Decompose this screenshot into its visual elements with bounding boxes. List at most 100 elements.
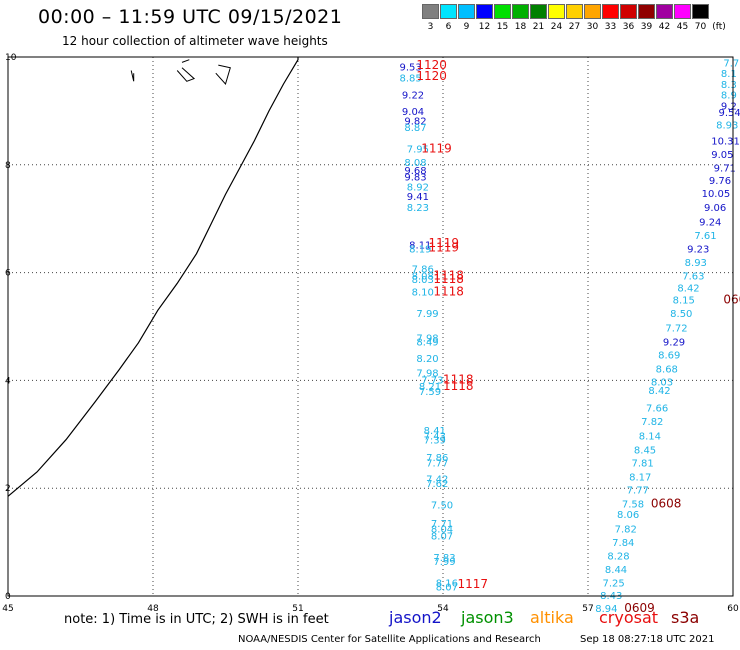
wave-height-label: 7.86	[426, 453, 448, 464]
wave-height-label: 8.3	[721, 80, 737, 91]
pass-time-label: 1118	[443, 379, 474, 393]
wave-height-label: 9.71	[714, 163, 736, 174]
wave-height-label: 7.77	[627, 485, 649, 496]
legend-item-cryosat: cryosat	[599, 608, 659, 627]
wave-height-label: 7.72	[665, 324, 687, 335]
legend-item-altika: altika	[530, 608, 574, 627]
island-outline	[130, 70, 135, 82]
wave-height-label: 8.9	[721, 91, 737, 102]
lat-tick-label: 10	[5, 53, 17, 63]
wave-height-label: 8.04	[431, 525, 453, 536]
wave-height-label: 8.68	[656, 365, 678, 376]
wave-height-label: 9.41	[407, 192, 429, 203]
wave-height-label: 8.42	[648, 386, 670, 397]
scale-swatch	[638, 4, 655, 19]
wave-height-label: 8.87	[404, 123, 426, 134]
wave-height-label: 8.1	[721, 69, 737, 80]
island-outline	[176, 67, 196, 82]
wave-height-label: 7.77	[426, 458, 448, 469]
scale-label: 24	[550, 22, 563, 32]
legend-item-s3a: s3a	[671, 608, 700, 627]
wave-height-label: 9.68	[404, 166, 426, 177]
scale-swatch	[692, 4, 709, 19]
wave-height-label: 7.43	[424, 431, 446, 442]
pass-time-label: 1119	[429, 240, 460, 254]
lon-tick-label: 45	[2, 604, 13, 614]
lon-tick-label: 48	[147, 604, 159, 614]
wave-height-label: 8.45	[634, 445, 656, 456]
legend-item-jason2: jason2	[389, 608, 442, 627]
pass-time-label: 1118	[443, 372, 474, 386]
wave-height-label: 8.07	[431, 532, 453, 543]
scale-swatch	[602, 4, 619, 19]
scale-swatch	[476, 4, 493, 19]
wave-height-label: 9.29	[663, 338, 685, 349]
scale-label: 9	[463, 22, 470, 32]
scale-swatch	[494, 4, 511, 19]
island-outline	[215, 64, 231, 85]
wave-height-label: 7.59	[419, 387, 441, 398]
wave-height-label: 8.06	[617, 510, 639, 521]
scale-label: 15	[496, 22, 509, 32]
wave-height-label: 10.05	[702, 189, 731, 200]
scale-swatch	[422, 4, 439, 19]
wave-height-label: 8.08	[412, 271, 434, 282]
wave-height-label: 7.99	[433, 557, 455, 568]
scale-label: 39	[640, 22, 653, 32]
lon-tick-label: 51	[292, 604, 303, 614]
wave-height-label: 9.83	[404, 173, 426, 184]
wave-height-label: 9.04	[402, 107, 424, 118]
wave-height-label: 9.23	[687, 244, 709, 255]
pass-time-label: 1120	[416, 69, 447, 83]
wave-height-label: 7.83	[433, 553, 455, 564]
wave-height-label: 8.50	[670, 309, 692, 320]
scale-swatch	[530, 4, 547, 19]
wave-height-label: 7.25	[603, 579, 625, 590]
wave-height-label: 8.85	[400, 73, 422, 84]
scale-label: 18	[514, 22, 527, 32]
wave-height-label: 9.06	[704, 203, 726, 214]
wave-height-label: 7.95	[407, 145, 429, 156]
wave-height-label: 7.86	[412, 264, 434, 275]
scale-swatch	[620, 4, 637, 19]
pass-time-label: 1120	[416, 58, 447, 72]
pass-time-label: 1117	[458, 577, 489, 591]
wave-height-label: 9.82	[404, 117, 426, 128]
wave-height-label: 7.58	[622, 499, 644, 510]
scale-label: 12	[478, 22, 491, 32]
scale-swatch	[584, 4, 601, 19]
pass-time-label: 1118	[433, 272, 464, 286]
wave-height-label: 7.63	[682, 271, 704, 282]
lat-tick-label: 0	[5, 592, 11, 602]
page-subtitle: 12 hour collection of altimeter wave hei…	[62, 34, 328, 48]
scale-swatch	[566, 4, 583, 19]
scale-swatch	[656, 4, 673, 19]
pass-time-label: 1118	[433, 268, 464, 282]
wave-height-label: 8.16	[436, 579, 458, 590]
pass-time-label: 0608	[723, 293, 740, 307]
wave-height-label: 7.98	[416, 368, 438, 379]
wave-height-label: 7.62	[426, 479, 448, 490]
pass-time-label: 1119	[429, 236, 460, 250]
wave-height-label: 8.23	[407, 203, 429, 214]
wave-height-label: 9.76	[709, 176, 731, 187]
credit-text: NOAA/NESDIS Center for Satellite Applica…	[238, 634, 541, 645]
scale-label: 42	[658, 22, 671, 32]
wave-height-label: 8.94	[595, 604, 617, 615]
scale-label: 33	[604, 22, 617, 32]
wave-height-label: 9.2	[721, 102, 737, 113]
scale-unit: (ft)	[712, 22, 726, 32]
wave-height-label: 8.19	[409, 244, 431, 255]
coastline	[7, 57, 299, 497]
wave-height-label: 7.98	[416, 333, 438, 344]
wave-height-label: 8.41	[424, 426, 446, 437]
wave-height-label: 7.61	[694, 231, 716, 242]
footer-note: note: 1) Time is in UTC; 2) SWH is in fe…	[64, 612, 329, 627]
scale-label: 3	[427, 22, 434, 32]
island-outline	[181, 59, 190, 63]
wave-height-label: 7.7	[723, 58, 739, 69]
wave-height-label: 8.44	[605, 565, 627, 576]
pass-time-label: 0609	[624, 601, 655, 615]
wave-height-label: 9.54	[719, 108, 740, 119]
